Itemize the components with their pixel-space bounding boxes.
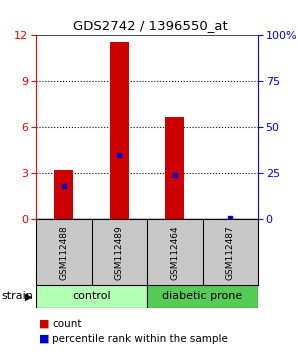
Text: GSM112488: GSM112488 (59, 225, 68, 280)
Bar (110, 42, 129, 219)
Bar (165, 117, 184, 219)
Text: GSM112464: GSM112464 (170, 225, 179, 280)
Text: count: count (52, 319, 82, 329)
Bar (147, 285, 258, 308)
Text: control: control (72, 291, 111, 302)
Bar (54, 170, 74, 219)
Bar (36, 285, 147, 308)
Text: GSM112487: GSM112487 (226, 225, 235, 280)
Text: ▶: ▶ (25, 291, 32, 301)
Text: strain: strain (2, 291, 33, 301)
Text: ■: ■ (39, 319, 50, 329)
Text: diabetic prone: diabetic prone (162, 291, 243, 302)
Text: ■: ■ (39, 334, 50, 344)
Text: GSM112489: GSM112489 (115, 225, 124, 280)
Text: GDS2742 / 1396550_at: GDS2742 / 1396550_at (73, 19, 227, 33)
Text: percentile rank within the sample: percentile rank within the sample (52, 334, 228, 344)
